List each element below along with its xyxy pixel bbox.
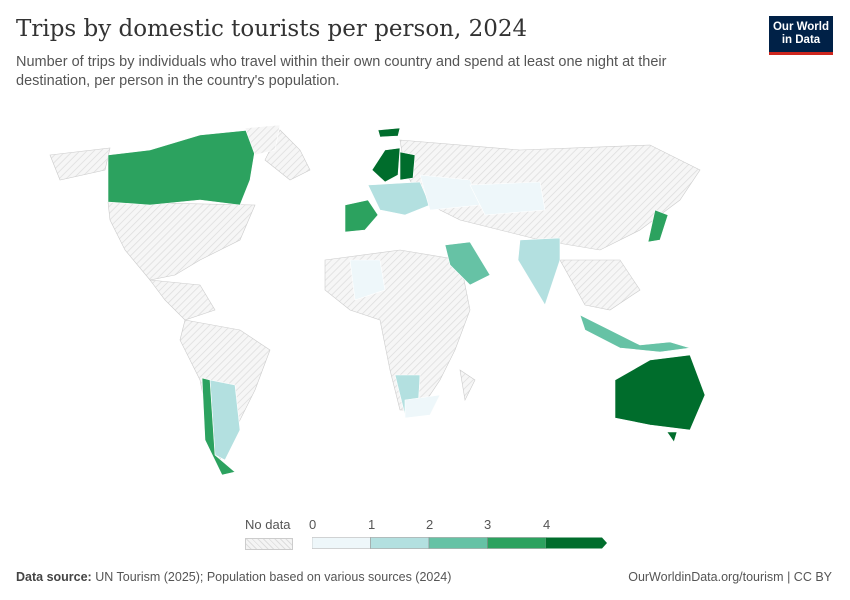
south-africa — [404, 394, 441, 419]
europe-light — [367, 181, 431, 216]
legend-tick: 3 — [484, 517, 492, 532]
saudi-arabia — [444, 241, 491, 286]
norway-sweden — [371, 147, 401, 183]
legend-no-data-label: No data — [245, 517, 291, 532]
kazakhstan — [469, 181, 546, 216]
legend-bin-4-plus — [546, 537, 607, 549]
legend-bins — [312, 537, 607, 549]
legend-no-data-swatch — [245, 538, 293, 550]
australia — [614, 354, 706, 431]
finland — [399, 151, 416, 181]
tasmania — [666, 431, 678, 443]
legend-bin-3-4 — [487, 537, 547, 549]
legend-bin-0-1 — [312, 537, 371, 549]
data-countries — [107, 124, 706, 476]
data-source: Data source: UN Tourism (2025); Populati… — [16, 570, 452, 584]
japan — [647, 209, 669, 243]
greenland — [244, 124, 281, 156]
svalbard — [377, 127, 401, 138]
india — [517, 237, 561, 306]
canada — [107, 127, 271, 206]
legend-tick: 4 — [543, 517, 551, 532]
legend-bin-1-2 — [370, 537, 430, 549]
color-legend: No data 0 1 2 3 4 — [0, 510, 850, 550]
chile — [201, 377, 236, 476]
legend-tick: 1 — [368, 517, 376, 532]
footer-link[interactable]: OurWorldinData.org/tourism | CC BY — [628, 570, 832, 584]
africa-light — [349, 259, 386, 301]
legend-tick: 0 — [309, 517, 317, 532]
page-title: Trips by domestic tourists per person, 2… — [16, 16, 528, 42]
legend-bin-2-3 — [428, 537, 488, 549]
france-spain — [344, 199, 379, 233]
owid-logo[interactable]: Our World in Data — [769, 16, 833, 55]
subtitle: Number of trips by individuals who trave… — [16, 54, 667, 89]
indonesia — [579, 314, 691, 353]
legend-tick: 2 — [426, 517, 434, 532]
world-map[interactable] — [0, 110, 850, 510]
